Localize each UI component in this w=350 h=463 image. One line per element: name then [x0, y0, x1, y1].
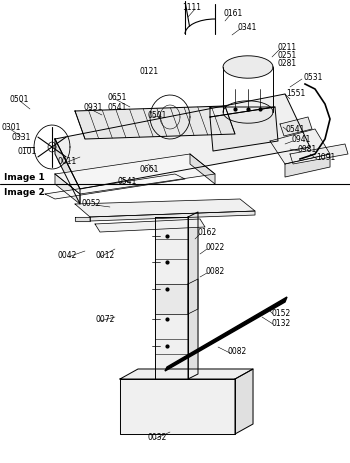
- Text: 0121: 0121: [140, 67, 159, 76]
- Text: Image 2: Image 2: [4, 188, 45, 197]
- Polygon shape: [270, 130, 330, 165]
- Text: 1111: 1111: [182, 4, 201, 13]
- Polygon shape: [190, 155, 215, 185]
- Polygon shape: [75, 218, 90, 221]
- Polygon shape: [45, 175, 185, 200]
- Text: 0022: 0022: [205, 243, 224, 252]
- Text: 0941: 0941: [291, 135, 310, 144]
- Text: 0931: 0931: [84, 103, 103, 112]
- Text: Image 1: Image 1: [4, 173, 45, 181]
- Polygon shape: [155, 284, 188, 314]
- Text: 0211: 0211: [278, 44, 297, 52]
- Polygon shape: [55, 95, 310, 189]
- Text: 0541: 0541: [108, 102, 127, 111]
- Text: 0132: 0132: [272, 318, 291, 327]
- Polygon shape: [210, 108, 275, 118]
- Text: 0501: 0501: [10, 95, 29, 104]
- Text: 0331: 0331: [12, 133, 32, 142]
- Text: 0101: 0101: [18, 147, 37, 156]
- Text: 0981: 0981: [298, 145, 317, 154]
- Text: 0251: 0251: [278, 51, 297, 60]
- Text: 0531: 0531: [303, 73, 322, 82]
- Text: 1091: 1091: [316, 153, 335, 162]
- Text: 0541: 0541: [118, 177, 137, 186]
- Polygon shape: [95, 219, 205, 232]
- Text: 0341: 0341: [237, 24, 256, 32]
- Polygon shape: [55, 155, 215, 194]
- Polygon shape: [188, 213, 198, 379]
- Text: 0661: 0661: [140, 165, 159, 174]
- Polygon shape: [290, 144, 348, 165]
- Text: 0052: 0052: [82, 199, 102, 208]
- Polygon shape: [55, 140, 80, 205]
- Polygon shape: [235, 369, 253, 434]
- Text: 0012: 0012: [95, 251, 114, 260]
- Text: 0161: 0161: [224, 9, 243, 19]
- Text: 0072: 0072: [95, 315, 114, 324]
- Text: 0011: 0011: [58, 157, 77, 166]
- Polygon shape: [223, 56, 273, 79]
- Polygon shape: [210, 108, 278, 152]
- Text: 0301: 0301: [2, 123, 21, 132]
- Polygon shape: [120, 379, 235, 434]
- Text: 0281: 0281: [278, 59, 297, 69]
- Text: 0651: 0651: [108, 94, 127, 102]
- Polygon shape: [75, 107, 235, 140]
- Text: 0162: 0162: [198, 228, 217, 237]
- Polygon shape: [155, 218, 188, 379]
- Polygon shape: [120, 369, 253, 379]
- Polygon shape: [285, 155, 330, 178]
- Polygon shape: [280, 118, 312, 137]
- Text: 0501: 0501: [148, 110, 167, 119]
- Polygon shape: [90, 212, 255, 221]
- Text: 0541: 0541: [286, 125, 305, 134]
- Text: 0042: 0042: [58, 251, 77, 260]
- Text: 0082: 0082: [205, 267, 224, 276]
- Text: 1551: 1551: [286, 88, 305, 97]
- Polygon shape: [188, 279, 198, 314]
- Polygon shape: [75, 200, 255, 218]
- Polygon shape: [165, 297, 287, 371]
- Text: 0032: 0032: [148, 432, 167, 442]
- Polygon shape: [55, 175, 80, 205]
- Text: 0082: 0082: [228, 347, 247, 356]
- Text: 0152: 0152: [272, 308, 291, 317]
